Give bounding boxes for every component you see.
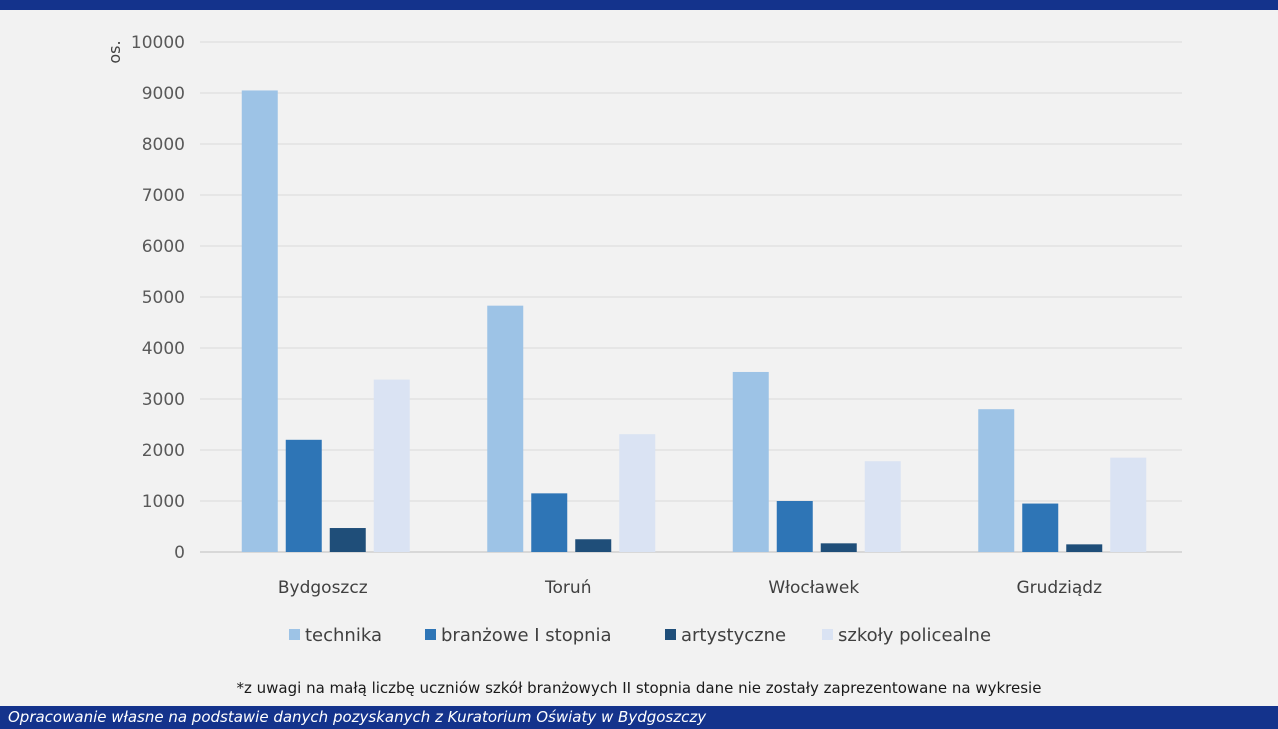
legend-swatch	[289, 629, 300, 640]
y-tick-label: 4000	[142, 339, 185, 359]
bar-technika	[978, 409, 1015, 552]
source-text: Opracowanie własne na podstawie danych p…	[8, 708, 707, 726]
legend-item: artystyczne	[665, 625, 786, 646]
y-tick-label: 8000	[142, 135, 185, 155]
legend-item: szkoły policealne	[822, 625, 991, 646]
bar-technika	[241, 90, 278, 552]
bar-artystyczne	[820, 543, 857, 552]
top-banner	[0, 0, 1278, 10]
x-category-label: Włocławek	[768, 578, 859, 598]
legend-swatch	[665, 629, 676, 640]
bar-szkoły-policealne	[1110, 457, 1147, 552]
bar-szkoły-policealne	[864, 461, 901, 552]
x-category-label: Bydgoszcz	[278, 578, 368, 598]
bar-szkoły-policealne	[619, 434, 656, 552]
bar-branżowe-I-stopnia	[1022, 503, 1059, 552]
y-tick-label: 9000	[142, 84, 185, 104]
bar-technika	[732, 371, 769, 552]
bar-technika	[487, 305, 524, 552]
legend-item: branżowe I stopnia	[425, 625, 612, 646]
legend-swatch	[822, 629, 833, 640]
legend-item: technika	[289, 625, 382, 646]
y-tick-label: 1000	[142, 492, 185, 512]
y-tick-label: 0	[174, 543, 185, 563]
source-banner: Opracowanie własne na podstawie danych p…	[0, 706, 1278, 729]
x-axis-categories: Bydgoszcz Toruń Włocławek Grudziądz	[278, 578, 1102, 598]
y-axis-ticks: 0 1000 2000 3000 4000 5000 6000 7000 8000 9000 100…	[131, 33, 185, 563]
y-tick-label: 5000	[142, 288, 185, 308]
footnote: *z uwagi na małą liczbę uczniów szkół br…	[236, 679, 1042, 697]
bars	[241, 90, 1147, 552]
x-category-label: Toruń	[544, 578, 591, 598]
y-tick-label: 6000	[142, 237, 185, 257]
gridlines	[200, 41, 1182, 553]
legend: technika branżowe I stopnia artystyczne szk…	[289, 625, 991, 646]
y-tick-label: 7000	[142, 186, 185, 206]
y-tick-label: 2000	[142, 441, 185, 461]
y-tick-label: 3000	[142, 390, 185, 410]
legend-label: technika	[305, 625, 382, 646]
legend-label: artystyczne	[681, 625, 786, 646]
bar-branżowe-I-stopnia	[531, 493, 568, 552]
bar-szkoły-policealne	[373, 379, 410, 552]
bar-artystyczne	[329, 528, 366, 552]
bar-chart: 0 1000 2000 3000 4000 5000 6000 7000 8000 9000 100…	[105, 33, 1182, 646]
legend-label: branżowe I stopnia	[441, 625, 612, 646]
legend-label: szkoły policealne	[838, 625, 991, 646]
bar-artystyczne	[1066, 544, 1103, 552]
bar-branżowe-I-stopnia	[285, 439, 322, 552]
bar-branżowe-I-stopnia	[776, 501, 813, 552]
y-tick-label: 10000	[131, 33, 185, 53]
y-axis-unit-label: os.	[105, 40, 124, 63]
legend-swatch	[425, 629, 436, 640]
bar-artystyczne	[575, 539, 612, 552]
x-category-label: Grudziądz	[1016, 578, 1102, 598]
